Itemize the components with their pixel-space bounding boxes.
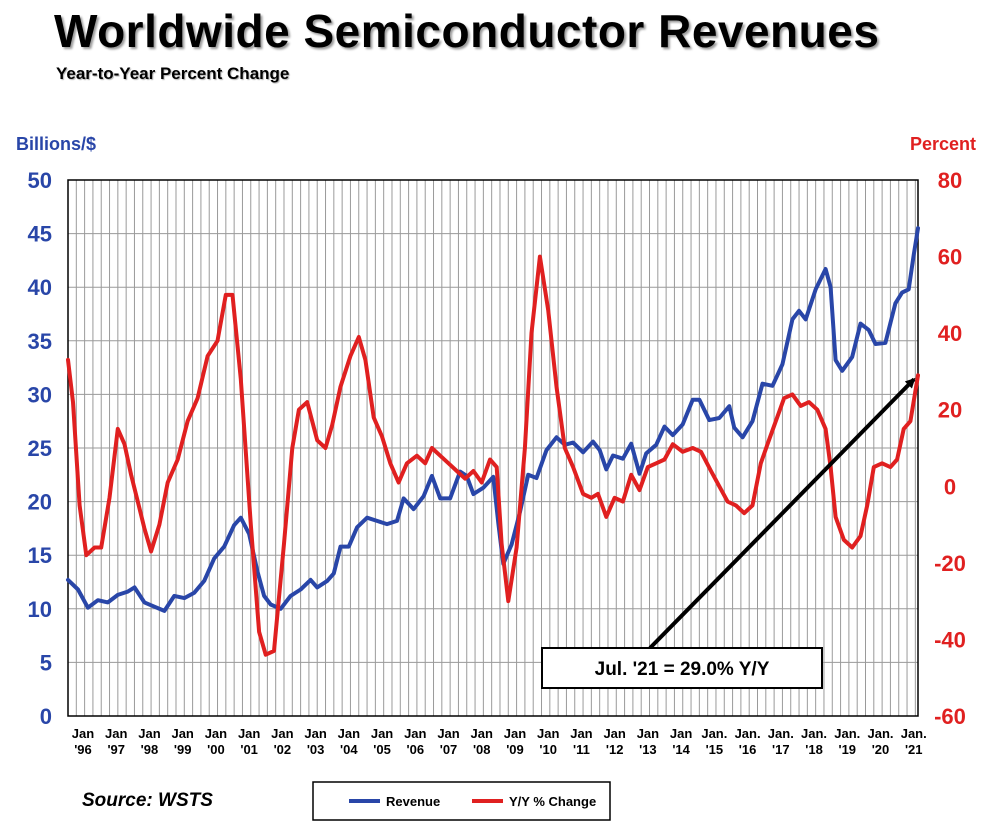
x-tick-year: '09 — [506, 742, 524, 757]
x-tick-year: '07 — [440, 742, 458, 757]
x-tick-label: Jan — [171, 726, 193, 741]
x-tick-year: '16 — [739, 742, 757, 757]
x-tick-label: Jan — [72, 726, 94, 741]
series-line-revenue — [66, 226, 920, 613]
x-tick-label: Jan — [504, 726, 526, 741]
x-tick-label: Jan — [105, 726, 127, 741]
plot-area-border — [67, 179, 919, 717]
x-tick-year: '97 — [107, 742, 125, 757]
x-tick-label: Jan — [371, 726, 393, 741]
x-tick-year: '03 — [307, 742, 325, 757]
right-axis-label: Percent — [910, 134, 976, 154]
x-tick-label: Jan — [570, 726, 592, 741]
right-tick-label: 60 — [938, 245, 962, 270]
x-tick-label: Jan — [471, 726, 493, 741]
right-axis-ticks: -60 -40 -20 0 20 40 60 80 — [934, 168, 966, 729]
x-tick-label: Jan — [437, 726, 459, 741]
x-tick-year: '21 — [905, 742, 923, 757]
x-tick-year: '11 — [573, 742, 590, 757]
x-tick-label: Jan. — [867, 726, 893, 741]
left-axis-ticks: 0 5 10 15 20 25 30 35 40 45 50 — [28, 168, 52, 729]
x-tick-label: Jan — [670, 726, 692, 741]
x-tick-label: Jan. — [801, 726, 827, 741]
x-tick-label: Jan — [138, 726, 160, 741]
legend: Revenue Y/Y % Change — [312, 781, 611, 821]
left-tick-label: 5 — [40, 650, 52, 675]
annotation-box — [541, 647, 823, 689]
x-tick-year: '99 — [174, 742, 192, 757]
left-tick-label: 30 — [28, 382, 52, 407]
annotation-text: Jul. '21 = 29.0% Y/Y — [595, 659, 770, 680]
x-tick-label: Jan. — [768, 726, 794, 741]
x-tick-label: Jan — [404, 726, 426, 741]
x-tick-label: Jan. — [901, 726, 927, 741]
x-tick-label: Jan. — [834, 726, 860, 741]
x-tick-label: Jan. — [735, 726, 761, 741]
x-tick-label: Jan — [238, 726, 260, 741]
chart-title: Worldwide Semiconductor Revenues — [54, 5, 880, 57]
left-tick-label: 50 — [28, 168, 52, 193]
left-tick-label: 35 — [28, 329, 52, 354]
x-tick-year: '04 — [340, 742, 358, 757]
left-tick-label: 10 — [28, 597, 52, 622]
x-tick-year: '18 — [805, 742, 823, 757]
legend-label-yoy: Y/Y % Change — [509, 794, 596, 809]
right-tick-label: 80 — [938, 168, 962, 193]
x-tick-label: Jan — [304, 726, 326, 741]
chart-subtitle: Year-to-Year Percent Change — [56, 64, 290, 83]
left-axis-label: Billions/$ — [16, 134, 96, 154]
x-tick-year: '05 — [373, 742, 391, 757]
x-tick-year: '17 — [772, 742, 790, 757]
x-tick-year: '13 — [639, 742, 657, 757]
x-tick-label: Jan — [603, 726, 625, 741]
right-tick-label: -40 — [934, 627, 966, 652]
x-tick-year: '06 — [407, 742, 425, 757]
x-tick-label: Jan — [205, 726, 227, 741]
x-tick-year: '15 — [706, 742, 724, 757]
left-tick-label: 25 — [28, 436, 52, 461]
annotation-arrow — [648, 377, 916, 650]
left-tick-label: 45 — [28, 222, 52, 247]
right-tick-label: -20 — [934, 551, 966, 576]
x-tick-year: '96 — [74, 742, 92, 757]
right-tick-label: 0 — [944, 474, 956, 499]
x-tick-label: Jan — [271, 726, 293, 741]
x-tick-label: Jan — [637, 726, 659, 741]
series-line-yoy — [66, 254, 920, 657]
source-note: Source: WSTS — [82, 790, 213, 811]
right-tick-label: 40 — [938, 321, 962, 346]
right-tick-label: 20 — [938, 398, 962, 423]
x-tick-year: '19 — [838, 742, 856, 757]
x-tick-year: '98 — [141, 742, 159, 757]
x-tick-year: '12 — [606, 742, 624, 757]
left-tick-label: 20 — [28, 490, 52, 515]
x-tick-year: '02 — [274, 742, 292, 757]
x-tick-year: '08 — [473, 742, 491, 757]
x-tick-label: Jan — [338, 726, 360, 741]
x-tick-year: '01 — [240, 742, 258, 757]
right-tick-label: -60 — [934, 704, 966, 729]
x-tick-year: '10 — [539, 742, 557, 757]
left-tick-label: 0 — [40, 704, 52, 729]
left-tick-label: 15 — [28, 543, 52, 568]
gridlines — [68, 179, 918, 717]
x-tick-year: '00 — [207, 742, 225, 757]
x-axis-ticks: Jan'96Jan'97Jan'98Jan'99Jan'00Jan'01Jan'… — [72, 726, 927, 757]
x-tick-year: '20 — [872, 742, 890, 757]
x-tick-label: Jan — [537, 726, 559, 741]
legend-label-revenue: Revenue — [386, 794, 440, 809]
x-tick-year: '14 — [672, 742, 690, 757]
left-tick-label: 40 — [28, 275, 52, 300]
x-tick-label: Jan. — [701, 726, 727, 741]
